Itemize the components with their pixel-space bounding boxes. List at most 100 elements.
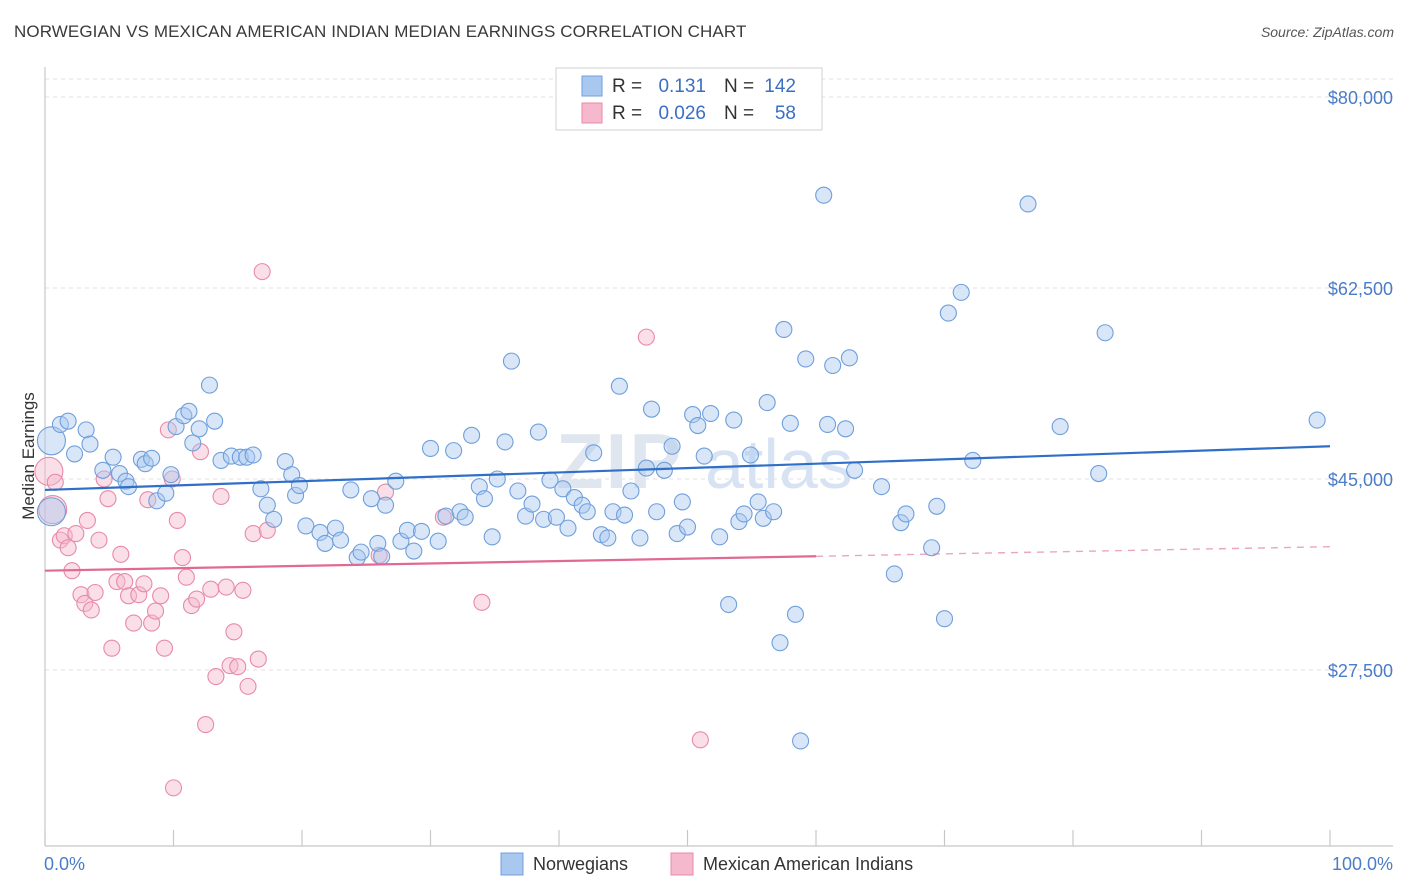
norwegian-point	[964, 451, 982, 469]
mexican-american-indian-point	[82, 601, 100, 619]
norwegian-point	[771, 634, 789, 652]
norwegian-point	[180, 402, 198, 420]
norwegian-point	[642, 400, 661, 418]
norwegian-point	[387, 472, 405, 490]
y-tick-label: $80,000	[1328, 88, 1393, 108]
norwegian-point	[104, 448, 122, 466]
norwegian-point	[59, 412, 77, 430]
norwegian-point	[837, 420, 855, 438]
norwegian-point	[872, 478, 891, 496]
norwegian-point	[952, 283, 970, 301]
norwegian-point	[81, 435, 99, 453]
norwegian-point	[711, 528, 729, 546]
norwegian-point	[311, 523, 329, 542]
y-tick-label: $27,500	[1328, 661, 1393, 681]
norwegian-point	[720, 595, 738, 614]
legend-r-value-2: 0.026	[658, 103, 706, 124]
bottom-legend: Norwegians Mexican American Indians	[500, 852, 913, 876]
mexican-american-indian-point	[86, 583, 104, 602]
mexican-american-indian-point	[72, 586, 90, 604]
norwegian-point	[754, 509, 772, 527]
legend-r-label-1: R =	[612, 76, 642, 97]
mexican-american-indian-point	[217, 578, 235, 596]
legend-box: R = 0.131 N = 142 R = 0.026 N = 58	[555, 67, 823, 131]
norwegian-point	[775, 320, 793, 339]
norwegian-point	[673, 493, 691, 511]
mexican-american-indian-point	[125, 614, 143, 632]
norwegians-trend-line	[44, 445, 1331, 492]
mexican-american-indian-point	[103, 639, 121, 657]
norwegian-point	[376, 496, 395, 514]
mexican-american-indian-point	[177, 568, 195, 586]
norwegian-point	[923, 539, 941, 557]
norwegian-point	[1096, 324, 1114, 342]
y-tick-labels: $27,500 $45,000 $62,500 $80,000	[1328, 88, 1393, 681]
norwegian-point	[143, 449, 161, 467]
mexican-american-indians-trend-line-dashed	[815, 545, 1331, 557]
norwegian-point	[212, 451, 230, 469]
mexican-american-indian-point	[139, 491, 157, 509]
norwegian-point	[554, 480, 572, 498]
mexican-american-indian-point	[234, 581, 252, 599]
norwegian-point	[392, 532, 410, 550]
norwegian-point	[206, 412, 224, 430]
norwegian-point	[94, 461, 112, 479]
mexican-american-indian-point	[59, 539, 77, 557]
norwegian-point	[622, 482, 640, 500]
axes	[44, 67, 1393, 847]
series-norwegians	[36, 186, 1326, 750]
y-tick-label: $45,000	[1328, 470, 1393, 490]
norwegian-point	[190, 420, 208, 438]
norwegian-point	[412, 522, 431, 540]
norwegian-point	[631, 529, 649, 547]
norwegian-point	[610, 377, 628, 395]
norwegian-point	[290, 476, 308, 495]
norwegian-point	[684, 406, 702, 424]
mexican-american-indian-point	[473, 593, 491, 611]
norwegian-point	[429, 532, 447, 550]
norwegian-point	[362, 490, 380, 508]
norwegian-point	[668, 525, 686, 543]
trend-lines	[44, 445, 1331, 572]
norwegian-point	[502, 352, 521, 370]
mexican-american-indian-point	[249, 650, 267, 668]
norwegian-point	[297, 517, 315, 535]
norwegian-point	[741, 446, 760, 464]
mexican-american-indian-point	[691, 731, 709, 749]
norwegian-point	[655, 461, 673, 479]
norwegian-point	[935, 610, 954, 628]
norwegian-point	[599, 529, 617, 547]
norwegian-point	[695, 447, 713, 465]
legend-swatch-norwegians	[581, 75, 603, 97]
norwegian-point	[749, 493, 767, 511]
mexican-american-indian-point	[197, 716, 215, 734]
norwegian-point	[421, 439, 440, 457]
norwegian-point	[287, 486, 305, 504]
norwegian-point	[758, 394, 776, 412]
norwegian-point	[689, 416, 707, 435]
mexican-american-indian-point	[34, 456, 64, 486]
norwegian-point	[331, 531, 350, 549]
norwegian-point	[456, 508, 474, 526]
norwegian-point	[928, 497, 946, 515]
watermark: ZIP atlas	[556, 417, 853, 505]
legend-r-label-2: R =	[612, 103, 642, 124]
mexican-american-indian-point	[90, 531, 108, 549]
norwegian-point	[66, 445, 84, 463]
mexican-american-indian-point	[99, 490, 117, 508]
norwegian-point	[585, 444, 603, 462]
norwegian-point	[369, 534, 387, 552]
norwegian-point	[678, 518, 697, 536]
norwegian-point	[231, 448, 249, 466]
mexican-american-indian-point	[202, 580, 220, 598]
norwegian-point	[765, 503, 783, 521]
norwegian-point	[797, 350, 815, 368]
norwegian-point	[648, 503, 666, 521]
mexican-american-indian-point	[155, 639, 174, 657]
norwegian-point	[615, 506, 634, 524]
mexican-american-indian-point	[46, 473, 64, 491]
norwegian-point	[405, 542, 423, 560]
norwegian-point	[845, 461, 864, 479]
x-tick-label: 0.0%	[44, 854, 85, 874]
norwegian-point	[316, 534, 334, 552]
